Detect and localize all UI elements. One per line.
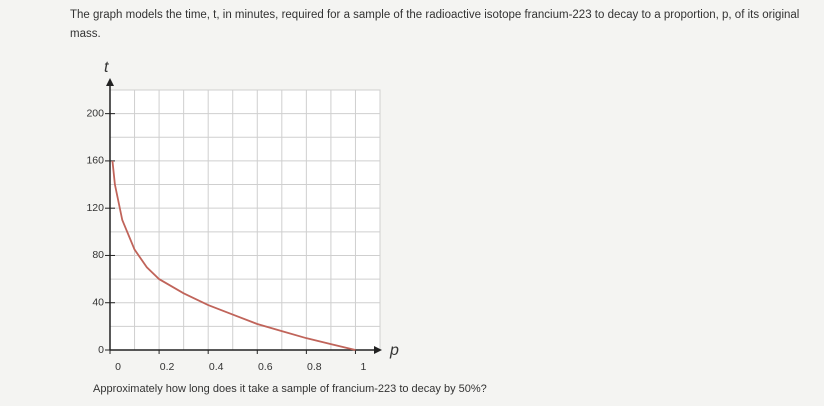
y-axis-arrow — [106, 78, 114, 86]
y-tick-label: 40 — [92, 297, 104, 309]
y-tick-label: 0 — [98, 344, 104, 356]
x-tick-label: 0.4 — [209, 361, 224, 373]
curve — [111, 160, 356, 351]
x-tick-label: 1 — [361, 361, 367, 373]
y-tick-label: 200 — [86, 107, 104, 119]
x-axis-arrow — [374, 346, 382, 354]
y-tick-label: 120 — [86, 202, 104, 214]
x-tick-label: 0.6 — [258, 361, 273, 373]
question-text: Approximately how long does it take a sa… — [93, 383, 487, 395]
intro-text: The graph models the time, t, in minutes… — [70, 9, 800, 40]
x-tick-label: 0 — [115, 361, 121, 373]
y-tick-label: 160 — [86, 155, 104, 167]
y-tick-label: 80 — [92, 249, 104, 261]
x-tick-label: 0.8 — [307, 361, 322, 373]
x-axis-label: p — [389, 342, 399, 359]
y-axis-label: t — [104, 59, 109, 76]
plot-area — [109, 89, 381, 351]
x-tick-label: 0.2 — [160, 361, 175, 373]
